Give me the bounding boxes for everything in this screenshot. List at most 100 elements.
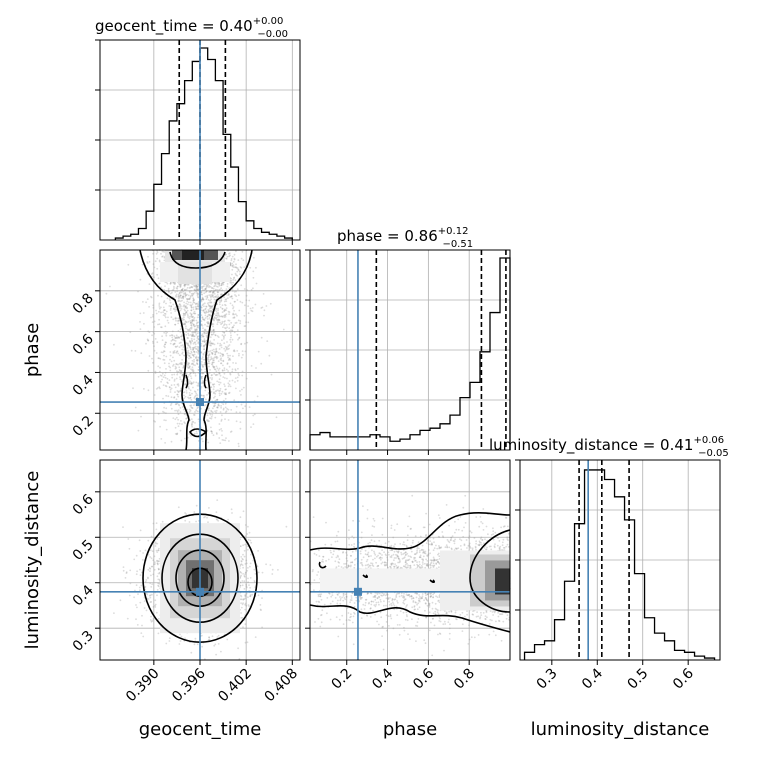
panel-geocent-phase-point-1469 <box>139 278 142 281</box>
panel-geocent-phase-point-1065 <box>189 404 192 407</box>
panel-geocent-phase-point-645 <box>211 377 214 379</box>
panel-geocent-phase-point-727 <box>190 306 193 308</box>
panel-geocent-phase-point-2575 <box>214 390 217 393</box>
panel-geocent-lumdist-point-85 <box>241 616 244 619</box>
panel-geocent-phase-point-2565 <box>195 328 198 331</box>
panel-geocent-phase-point-68 <box>179 331 182 333</box>
panel-geocent-phase-point-422 <box>184 323 187 326</box>
panel-geocent-phase-point-2464 <box>206 331 209 334</box>
panel-geocent-phase-point-336 <box>139 321 141 323</box>
panel-geocent-phase-point-2053 <box>237 268 240 271</box>
panel-geocent-lumdist-point-1491 <box>241 603 244 606</box>
panel-geocent-phase-point-1959 <box>134 406 137 409</box>
panel-geocent-phase-point-2163 <box>179 370 181 372</box>
panel-geocent-phase-point-2419 <box>236 299 239 301</box>
panel-geocent-phase-point-2239 <box>155 388 158 390</box>
panel-geocent-phase-point-22 <box>203 341 206 343</box>
panel-geocent-phase-point-234 <box>200 300 203 303</box>
panel-geocent-phase-point-1134 <box>190 290 192 292</box>
panel-geocent-phase-point-1958 <box>238 309 241 312</box>
panel-geocent-phase-point-1058 <box>223 291 226 294</box>
panel-geocent-phase-point-1090 <box>221 339 223 342</box>
panel-geocent-lumdist-point-483 <box>154 599 157 602</box>
panel-geocent-phase-point-2568 <box>227 319 230 322</box>
panel-geocent-phase-point-1851 <box>212 329 214 332</box>
panel-geocent-phase-point-2210 <box>232 355 234 357</box>
panel-geocent-phase-point-914 <box>239 273 241 275</box>
panel-geocent-phase-point-2592 <box>214 282 216 285</box>
panel-geocent-phase-point-734 <box>178 292 181 295</box>
panel-geocent-phase-point-612 <box>187 344 190 347</box>
panel-geocent-phase-point-812 <box>173 373 176 376</box>
panel-geocent-phase-point-447 <box>237 319 240 322</box>
panel-geocent-phase-point-1689 <box>127 263 130 266</box>
panel-geocent-phase-point-239 <box>105 292 108 295</box>
panel-geocent-phase-point-1070 <box>182 290 185 293</box>
panel-geocent-phase-point-1914 <box>162 397 164 400</box>
panel-geocent-phase-point-768 <box>269 302 272 305</box>
panel-geocent-phase-point-1524 <box>209 359 212 361</box>
panel-geocent-phase-point-2253 <box>181 288 184 291</box>
panel-geocent-phase-point-2070 <box>190 292 193 295</box>
panel-geocent-phase-point-599 <box>183 301 186 304</box>
panel-geocent-lumdist-point-45 <box>246 569 249 572</box>
panel-geocent-phase-point-1138 <box>190 286 193 288</box>
panel-geocent-phase-point-2347 <box>232 313 234 316</box>
panel-geocent-phase-point-2376 <box>208 365 210 368</box>
panel-geocent-phase-point-547 <box>172 343 175 345</box>
panel-geocent-phase-point-984 <box>231 262 234 265</box>
panel-geocent-phase-point-1949 <box>197 337 200 340</box>
panel-geocent-phase-point-848 <box>142 301 144 303</box>
panel-geocent-phase-point-2243 <box>238 337 240 340</box>
panel-geocent-phase-point-1270 <box>202 303 205 306</box>
panel-geocent-phase-point-2317 <box>192 354 195 357</box>
panel-geocent-phase-point-889 <box>253 413 256 416</box>
panel-geocent-phase-point-96 <box>147 339 149 342</box>
panel-geocent-phase-point-2016 <box>176 390 179 392</box>
panel-geocent-phase-point-109 <box>215 295 218 298</box>
panel-geocent-phase-point-1064 <box>229 372 232 375</box>
panel-geocent-phase-point-2391 <box>160 252 162 255</box>
panel-geocent-phase-point-2505 <box>175 294 177 297</box>
panel-geocent-phase-point-2557 <box>233 399 236 402</box>
panel-geocent-phase-point-2362 <box>205 291 207 294</box>
panel-geocent-phase-point-2236 <box>260 362 263 365</box>
panel-geocent-phase-point-1172 <box>173 350 176 352</box>
panel-geocent-phase-point-1801 <box>250 426 252 428</box>
panel-geocent-phase-point-230 <box>207 393 210 395</box>
panel-geocent-phase-point-1587 <box>204 332 207 335</box>
panel-geocent-phase-point-1447 <box>183 397 186 400</box>
panel-geocent-phase-point-1241 <box>228 313 231 315</box>
panel-geocent-lumdist-point-1134 <box>155 611 158 614</box>
panel-geocent-phase-point-2073 <box>220 359 223 362</box>
panel-geocent-phase-point-926 <box>216 373 219 376</box>
panel-geocent-phase-point-1821 <box>212 359 215 362</box>
panel-geocent-phase-point-2445 <box>189 347 192 349</box>
panel-geocent-phase-point-1446 <box>204 288 207 290</box>
panel-geocent-phase-point-2043 <box>230 336 232 339</box>
panel-geocent-phase-point-87 <box>229 338 232 341</box>
panel-geocent-phase-point-358 <box>194 312 197 315</box>
panel-geocent-phase-point-1066 <box>208 317 211 319</box>
panel-geocent-phase-point-625 <box>186 337 189 339</box>
panel-geocent-phase-point-569 <box>187 351 189 353</box>
panel-geocent-phase-point-1762 <box>175 334 178 337</box>
panel-geocent-phase-point-1038 <box>193 360 195 363</box>
panel-geocent-phase-point-1518 <box>229 281 232 284</box>
panel-geocent-phase-point-2534 <box>185 321 188 324</box>
panel-geocent-lumdist-point-517 <box>126 617 129 620</box>
panel-geocent-phase-point-1848 <box>220 353 223 355</box>
panel-geocent-lumdist-point-1997 <box>277 569 279 571</box>
panel-geocent-phase-point-1819 <box>195 392 198 395</box>
panel-geocent-phase-point-1383 <box>184 320 187 323</box>
panel-geocent-phase-point-17 <box>200 285 203 288</box>
panel-geocent-phase-point-163 <box>195 322 198 325</box>
panel-geocent-phase-point-2044 <box>216 335 219 337</box>
panel-geocent-phase-point-1596 <box>137 290 139 293</box>
panel-geocent-phase-point-963 <box>178 299 180 302</box>
panel-geocent-phase-point-2126 <box>233 253 236 256</box>
panel-geocent-phase-point-1155 <box>176 432 179 435</box>
panel-geocent-phase-point-363 <box>194 391 197 393</box>
panel-geocent-phase-point-1869 <box>233 277 235 279</box>
panel-geocent-phase-point-2147 <box>228 255 231 258</box>
